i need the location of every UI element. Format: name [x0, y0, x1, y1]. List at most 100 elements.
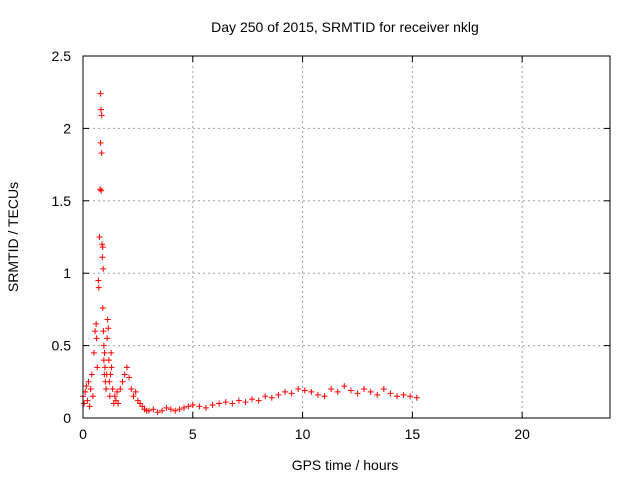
ticks — [82, 55, 610, 419]
data-point — [130, 393, 137, 400]
x-tick-label: 0 — [79, 426, 87, 442]
data-point — [95, 277, 102, 284]
y-tick-label: 0 — [63, 410, 71, 426]
y-axis-label: SRMTID / TECUs — [5, 182, 21, 292]
data-point — [167, 406, 174, 413]
data-point — [86, 403, 93, 410]
data-point — [176, 406, 183, 413]
data-point — [108, 349, 115, 356]
data-point — [249, 396, 256, 403]
data-point — [87, 386, 94, 393]
data-point — [229, 400, 236, 407]
data-point — [235, 397, 242, 404]
data-point — [308, 388, 315, 395]
data-point — [314, 391, 321, 398]
data-point — [88, 371, 95, 378]
data-point — [104, 335, 111, 342]
x-axis-label: GPS time / hours — [292, 457, 399, 473]
data-point — [189, 401, 196, 408]
data-point — [400, 391, 407, 398]
data-point — [262, 393, 269, 400]
y-tick-label: 0.5 — [52, 338, 72, 354]
data-point — [119, 378, 126, 385]
data-point — [99, 244, 106, 251]
data-point — [83, 383, 90, 390]
data-point — [98, 150, 105, 157]
data-point — [90, 349, 97, 356]
data-point — [115, 400, 122, 407]
data-point — [99, 254, 106, 261]
data-point — [121, 371, 128, 378]
data-point — [380, 386, 387, 393]
data-point — [104, 316, 111, 323]
data-point — [145, 407, 152, 414]
data-point — [347, 387, 354, 394]
data-point — [84, 397, 91, 404]
data-point — [275, 391, 282, 398]
data-point — [81, 400, 88, 407]
data-point — [128, 386, 135, 393]
data-point — [106, 393, 113, 400]
data-point — [99, 304, 106, 311]
data-point — [103, 386, 110, 393]
data-point — [89, 393, 96, 400]
y-tick-label: 1.5 — [52, 193, 72, 209]
data-point — [100, 357, 107, 364]
data-point — [301, 387, 308, 394]
data-point — [328, 386, 335, 393]
data-point — [209, 401, 216, 408]
data-point — [159, 407, 166, 414]
data-point — [341, 383, 348, 390]
data-point — [172, 407, 179, 414]
x-tick-label: 5 — [189, 426, 197, 442]
data-point — [94, 364, 101, 371]
data-point — [105, 357, 112, 364]
data-point — [216, 400, 223, 407]
data-point — [97, 90, 104, 97]
data-point — [98, 106, 105, 113]
data-point — [407, 393, 414, 400]
chart-title: Day 250 of 2015, SRMTID for receiver nkl… — [211, 19, 479, 35]
data-point — [98, 112, 105, 119]
tick-labels: 0 5 10 15 20 0 0.5 1 1.5 2 2.5 — [52, 48, 531, 442]
data-point — [106, 378, 113, 385]
data-point — [154, 409, 161, 416]
data-point — [334, 388, 341, 395]
data-point — [101, 364, 108, 371]
data-point — [100, 342, 107, 349]
data-point — [288, 390, 295, 397]
data-point — [107, 371, 114, 378]
data-point — [105, 325, 112, 332]
x-tick-label: 15 — [405, 426, 421, 442]
data-point — [202, 404, 209, 411]
data-point — [394, 393, 401, 400]
data-point — [387, 390, 394, 397]
data-point — [222, 399, 229, 406]
data-point — [85, 378, 92, 385]
data-point — [123, 364, 130, 371]
data-point — [108, 364, 115, 371]
y-tick-label: 2.5 — [52, 48, 72, 64]
plot-frame — [82, 55, 611, 419]
y-tick-label: 2 — [63, 120, 71, 136]
data-point — [111, 393, 118, 400]
data-point — [150, 406, 157, 413]
data-point — [185, 403, 192, 410]
data-point — [95, 284, 102, 291]
data-point — [101, 349, 108, 356]
data-point — [93, 320, 100, 327]
data-point — [98, 187, 105, 194]
data-point — [97, 139, 104, 146]
data-point — [100, 328, 107, 335]
data-point — [109, 386, 116, 393]
data-point — [374, 391, 381, 398]
x-tick-label: 20 — [514, 426, 530, 442]
data-point — [99, 241, 106, 248]
data-point — [114, 388, 121, 395]
data-point — [117, 386, 124, 393]
data-point — [361, 386, 368, 393]
data-point — [255, 397, 262, 404]
data-point — [268, 394, 275, 401]
data-point — [413, 394, 420, 401]
